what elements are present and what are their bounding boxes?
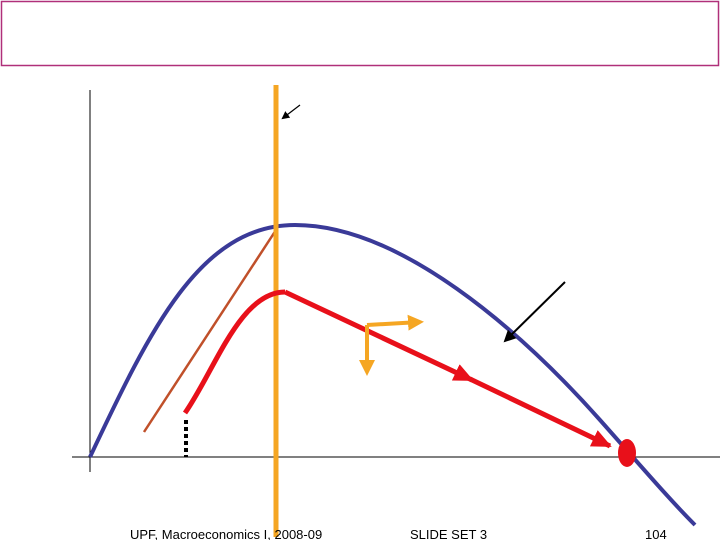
footer-center: SLIDE SET 3 <box>410 527 487 540</box>
footer-left: UPF, Macroeconomics I, 2008-09 <box>130 527 322 540</box>
path-segment <box>468 376 612 449</box>
tangent-line <box>142 229 278 433</box>
path-rise <box>182 289 286 415</box>
path-segment <box>283 289 474 383</box>
pointer-arrow <box>503 281 566 343</box>
page-number: 104 <box>645 527 667 540</box>
orange-arrow <box>366 314 424 331</box>
pointer-arrow <box>281 104 301 120</box>
steady-state-point <box>618 439 636 467</box>
title-box <box>0 0 720 67</box>
